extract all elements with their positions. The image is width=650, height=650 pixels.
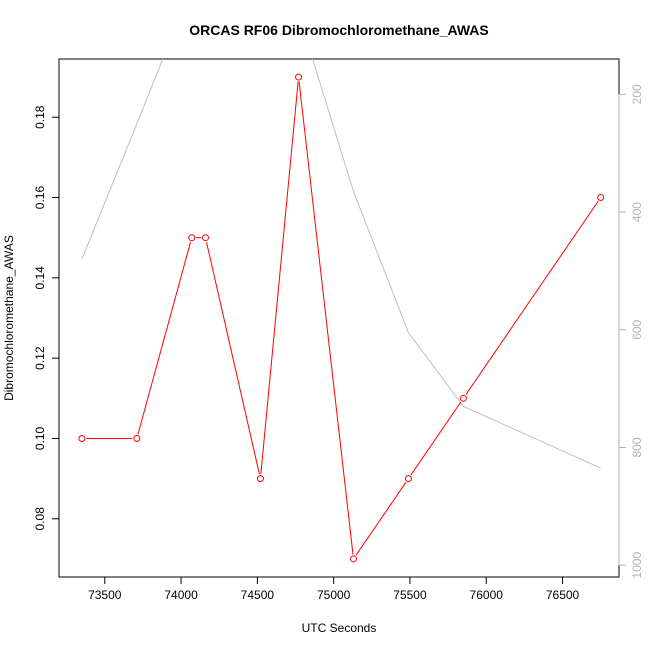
axis-layer: 73500 74000 74500 75000 75500 76000 76500 0.08 0… (33, 84, 644, 602)
series-altitude (81, 59, 601, 469)
series-line (81, 59, 601, 469)
y2-tick-label: 400 (630, 202, 644, 222)
x-axis-label: UTC Seconds (302, 621, 377, 635)
data-point (404, 475, 412, 483)
y2-tick-label: 800 (630, 437, 644, 457)
x-tick-label: 75500 (393, 588, 427, 602)
data-point (349, 555, 357, 563)
y2-tick-label: 1000 (630, 552, 644, 579)
x-tick-label: 76500 (546, 588, 580, 602)
x-tick-label: 73500 (88, 588, 122, 602)
series-layer (78, 59, 605, 563)
data-point (256, 475, 264, 483)
series-segment (410, 401, 462, 476)
y-tick-label: 0.16 (33, 186, 47, 210)
x-tick-label: 75000 (317, 588, 351, 602)
x-tick-label: 74500 (241, 588, 275, 602)
chart-title: ORCAS RF06 Dibromochloromethane_AWAS (189, 22, 489, 38)
data-point (597, 194, 605, 202)
y2-tick-label: 600 (630, 319, 644, 339)
series-segment (355, 482, 407, 556)
y-tick-label: 0.14 (33, 266, 47, 290)
series-segment (205, 241, 260, 475)
series-segment (260, 81, 299, 475)
x-tick-label: 74000 (164, 588, 198, 602)
series-segment (298, 81, 354, 555)
data-point (295, 73, 303, 81)
y-axis-label: Dibromochloromethane_AWAS (2, 235, 16, 401)
data-point (201, 234, 209, 242)
y-tick-label: 0.18 (33, 105, 47, 129)
y-tick-label: 0.12 (33, 346, 47, 370)
data-point (78, 434, 86, 442)
y-tick-label: 0.08 (33, 507, 47, 531)
plot-frame (58, 58, 620, 578)
y-tick-label: 0.10 (33, 426, 47, 450)
x-tick-label: 76000 (470, 588, 504, 602)
series-segment (465, 200, 599, 395)
data-point (133, 434, 141, 442)
y2-tick-label: 200 (630, 84, 644, 104)
data-point (188, 234, 196, 242)
series-dibromochloromethane (78, 73, 605, 563)
series-segment (137, 241, 192, 435)
data-point (459, 394, 467, 402)
